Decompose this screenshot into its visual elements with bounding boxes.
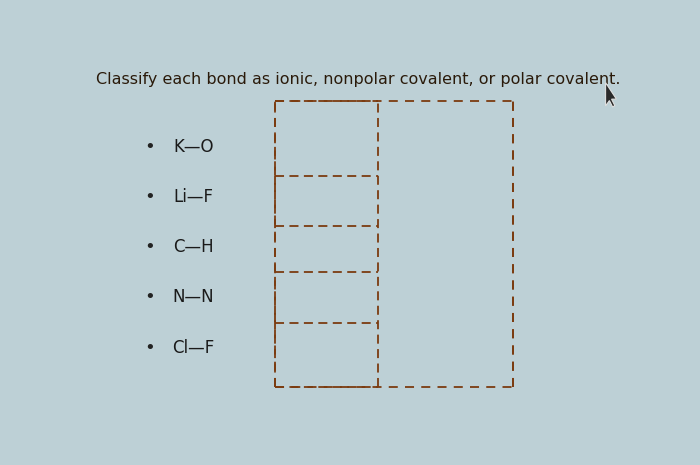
Text: Cl—F: Cl—F [172, 339, 214, 357]
Text: N—N: N—N [172, 288, 214, 306]
Text: •: • [144, 138, 155, 156]
Text: •: • [144, 239, 155, 256]
Text: •: • [144, 339, 155, 357]
Text: Li—F: Li—F [174, 188, 214, 206]
Text: •: • [144, 188, 155, 206]
Text: Classify each bond as ionic, nonpolar covalent, or polar covalent.: Classify each bond as ionic, nonpolar co… [97, 72, 621, 87]
Text: •: • [144, 288, 155, 306]
Text: K—O: K—O [173, 138, 214, 156]
Polygon shape [606, 83, 617, 107]
Text: C—H: C—H [173, 239, 214, 256]
